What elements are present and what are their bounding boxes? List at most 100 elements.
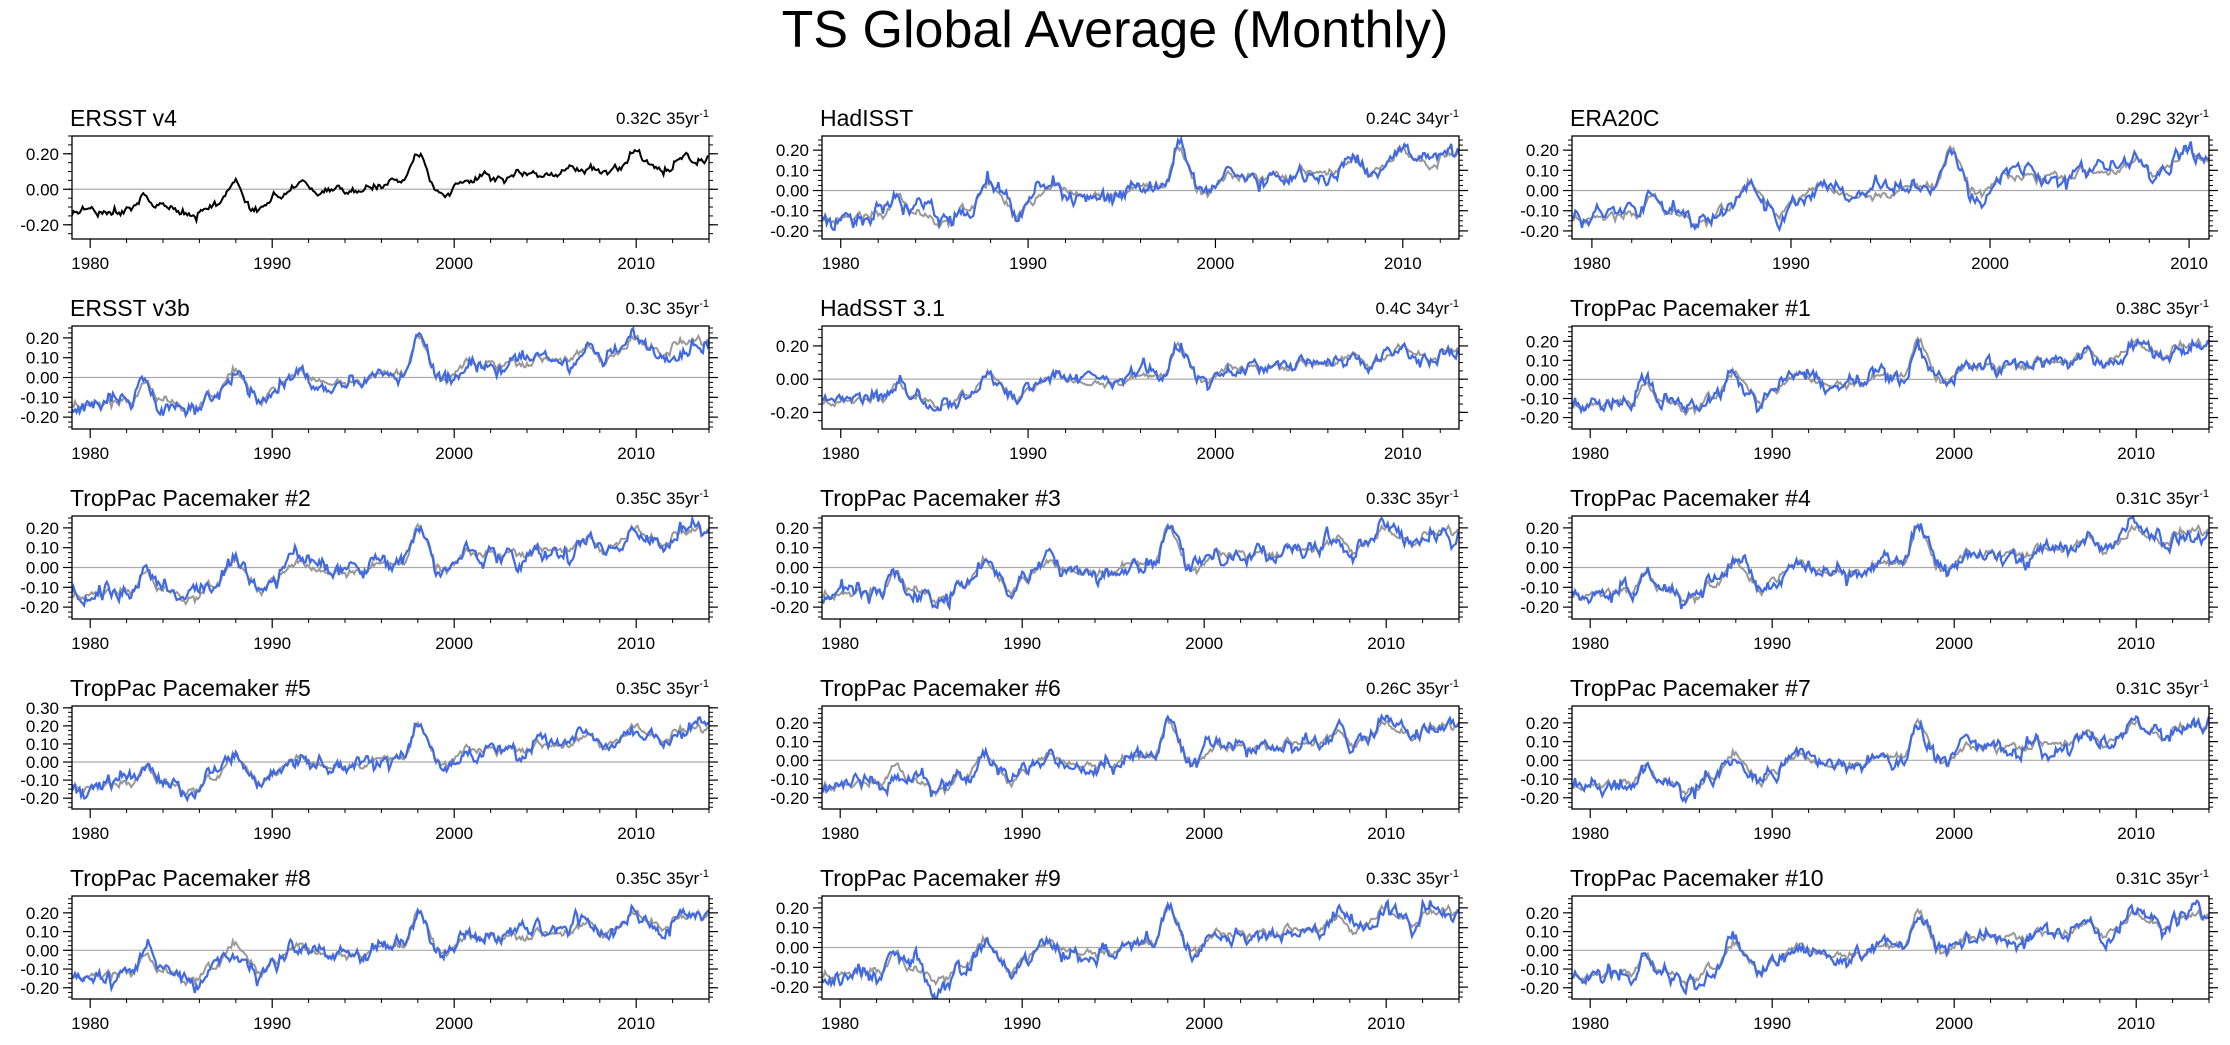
- trend-value: 0.33C 35yr: [1366, 489, 1449, 508]
- y-tick-label: 0.30: [26, 699, 59, 718]
- panel-13: TropPac Pacemaker #8 0.35C 35yr-1 -0.20-0.…: [20, 865, 718, 1033]
- trend-value: 0.29C 32yr: [2116, 109, 2199, 128]
- x-tick-label: 1990: [1753, 634, 1791, 653]
- x-tick-label: 2010: [2117, 634, 2155, 653]
- trend-label: 0.31C 35yr-1: [2116, 488, 2209, 508]
- trend-value: 0.33C 35yr: [1366, 869, 1449, 888]
- panel-11: TropPac Pacemaker #6 0.26C 35yr-1 -0.20-0.…: [770, 675, 1468, 843]
- series-line-observed: [822, 717, 1459, 797]
- x-tick-label: 1990: [253, 824, 291, 843]
- y-tick-label: 0.10: [1526, 539, 1559, 558]
- panel-4: ERSST v3b 0.3C 35yr-1-0.20-0.100.000.100.…: [20, 295, 718, 463]
- x-tick-label: 2010: [2117, 824, 2155, 843]
- x-tick-label: 2000: [435, 1014, 473, 1033]
- trend-label: 0.33C 35yr-1: [1366, 868, 1459, 888]
- trend-exponent: -1: [699, 298, 709, 310]
- y-tick-label: -0.20: [1520, 789, 1559, 808]
- x-tick-label: 2000: [1185, 824, 1223, 843]
- x-tick-label: 2000: [435, 824, 473, 843]
- y-tick-label: -0.20: [770, 222, 809, 241]
- panel-title: TropPac Pacemaker #4: [1570, 485, 1811, 511]
- series-line-model: [822, 340, 1459, 412]
- x-tick-label: 1980: [1571, 634, 1609, 653]
- trend-value: 0.35C 35yr: [616, 869, 699, 888]
- y-tick-label: -0.20: [770, 598, 809, 617]
- y-tick-label: -0.10: [20, 578, 59, 597]
- y-tick-label: -0.10: [770, 578, 809, 597]
- trend-value: 0.4C 34yr: [1376, 299, 1450, 318]
- trend-value: 0.35C 35yr: [616, 489, 699, 508]
- panel-7: TropPac Pacemaker #2 0.35C 35yr-1 -0.20-0.…: [20, 485, 718, 653]
- trend-label: 0.38C 35yr-1: [2116, 298, 2209, 318]
- y-tick-label: 0.00: [26, 941, 59, 960]
- y-tick-label: 0.20: [776, 519, 809, 538]
- x-tick-label: 2010: [1367, 824, 1405, 843]
- plot-frame: [821, 325, 1460, 430]
- panel-14: TropPac Pacemaker #9 0.33C 35yr-1 -0.20-0.…: [770, 865, 1468, 1033]
- x-tick-label: 1990: [1753, 824, 1791, 843]
- y-tick-label: 0.00: [776, 182, 809, 201]
- y-tick-label: 0.20: [26, 717, 59, 736]
- y-tick-label: 0.10: [776, 539, 809, 558]
- y-tick-label: -0.20: [20, 216, 59, 235]
- y-tick-label: -0.10: [1520, 578, 1559, 597]
- y-tick-label: 0.10: [776, 919, 809, 938]
- y-tick-label: -0.20: [20, 408, 59, 427]
- panel-title: ERSST v4: [70, 105, 177, 131]
- x-tick-label: 1990: [1753, 1014, 1791, 1033]
- trend-label: 0.31C 35yr-1: [2116, 868, 2209, 888]
- y-tick-label: -0.10: [20, 771, 59, 790]
- x-tick-label: 1990: [1009, 254, 1047, 273]
- panel-title: TropPac Pacemaker #8: [70, 865, 311, 891]
- series-group: [72, 148, 709, 225]
- series-line-model: [1572, 714, 2209, 805]
- trend-exponent: -1: [2199, 678, 2209, 690]
- plot-frame: [71, 895, 710, 1000]
- y-tick-label: -0.10: [770, 958, 809, 977]
- x-tick-label: 2000: [1197, 444, 1235, 463]
- panel-12: TropPac Pacemaker #7 0.31C 35yr-1 -0.20-0.…: [1520, 675, 2218, 843]
- series-line-model: [1572, 337, 2209, 415]
- y-tick-label: -0.20: [1520, 222, 1559, 241]
- y-tick-label: 0.10: [26, 735, 59, 754]
- series-line-model: [822, 136, 1459, 232]
- y-tick-label: 0.00: [26, 559, 59, 578]
- y-tick-label: -0.10: [20, 388, 59, 407]
- x-tick-label: 1980: [821, 634, 859, 653]
- y-tick-label: -0.10: [1520, 202, 1559, 221]
- panel-3: ERA20C 0.29C 32yr-1 -0.20-0.100.00 0.100.20…: [1520, 105, 2218, 273]
- x-tick-label: 2000: [435, 254, 473, 273]
- y-tick-label: -0.20: [770, 789, 809, 808]
- series-line-ERSST v4: [72, 148, 709, 225]
- panel-title: TropPac Pacemaker #7: [1570, 675, 1811, 701]
- plot-frame: [1571, 895, 2210, 1000]
- panel-1: ERSST v4 0.32C 35yr-1 -0.20 0.00 0.20 1980 199…: [20, 105, 718, 273]
- series-line-observed: [822, 522, 1459, 606]
- trend-value: 0.3C 35yr: [626, 299, 700, 318]
- x-tick-label: 1990: [253, 444, 291, 463]
- y-tick-label: 0.20: [26, 329, 59, 348]
- x-tick-label: 1990: [1003, 824, 1041, 843]
- y-tick-label: 0.00: [776, 370, 809, 389]
- x-tick-label: 1980: [1571, 444, 1609, 463]
- series-line-model: [72, 516, 709, 609]
- x-tick-label: 1980: [1571, 824, 1609, 843]
- x-tick-label: 1990: [1003, 1014, 1041, 1033]
- y-tick-label: 0.20: [1526, 714, 1559, 733]
- x-tick-label: 1980: [71, 254, 109, 273]
- x-tick-label: 2010: [1384, 254, 1422, 273]
- x-tick-label: 1980: [822, 254, 860, 273]
- panel-8: TropPac Pacemaker #3 0.33C 35yr-1 -0.20-0.…: [770, 485, 1468, 653]
- panel-title: TropPac Pacemaker #10: [1570, 865, 1824, 891]
- x-tick-label: 2010: [617, 824, 655, 843]
- series-line-model: [822, 712, 1459, 798]
- panel-title: TropPac Pacemaker #2: [70, 485, 311, 511]
- series-line-model: [72, 716, 709, 803]
- trend-exponent: -1: [2199, 298, 2209, 310]
- x-tick-label: 2000: [1935, 634, 1973, 653]
- plot-frame: [1571, 705, 2210, 810]
- trend-exponent: -1: [1449, 678, 1459, 690]
- trend-label: 0.26C 35yr-1: [1366, 678, 1459, 698]
- panel-title: ERA20C: [1570, 105, 1659, 131]
- y-tick-label: 0.00: [1526, 751, 1559, 770]
